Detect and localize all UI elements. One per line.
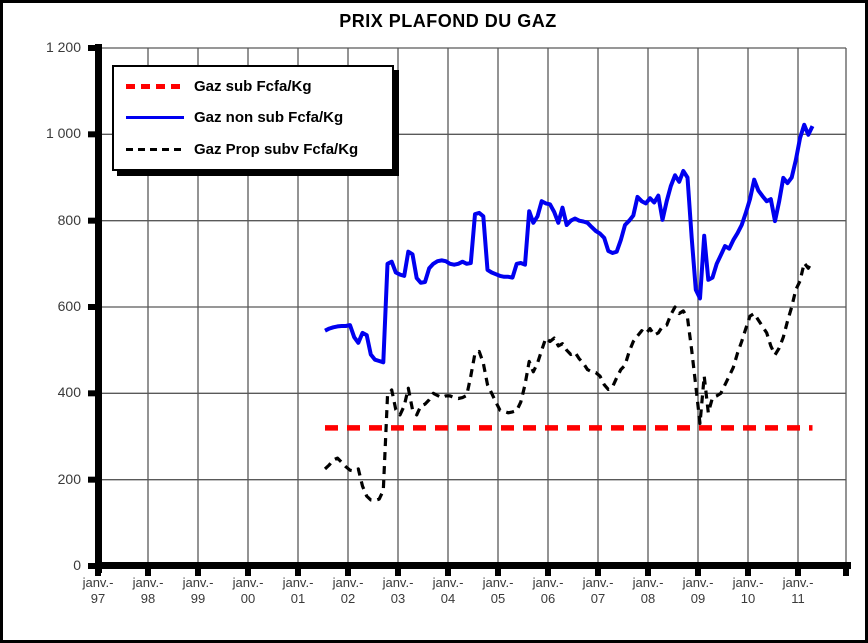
y-tick-label: 800 — [57, 211, 81, 228]
x-tick — [395, 569, 401, 576]
x-tick — [495, 569, 501, 576]
x-tick-label: janv.- 06 — [532, 575, 564, 606]
x-tick — [145, 569, 151, 576]
x-tick-label: janv.- 02 — [332, 575, 364, 606]
legend-item: Gaz sub Fcfa/Kg — [114, 78, 392, 95]
x-tick-label: janv.- 00 — [232, 575, 264, 606]
y-tick — [88, 304, 95, 310]
x-tick — [445, 569, 451, 576]
x-tick-label: janv.- 97 — [82, 575, 114, 606]
legend-item-label: Gaz sub Fcfa/Kg — [194, 78, 312, 96]
x-tick — [545, 569, 551, 576]
y-tick-label: 200 — [57, 470, 81, 487]
x-tick — [295, 569, 301, 576]
x-tick-label: janv.- 99 — [182, 575, 214, 606]
legend-line-sample — [126, 84, 184, 90]
x-axis — [95, 562, 851, 569]
chart-title: PRIX PLAFOND DU GAZ — [339, 11, 557, 31]
x-tick-label: janv.- 05 — [482, 575, 514, 606]
y-tick — [88, 476, 95, 483]
x-tick-label: janv.- 09 — [682, 575, 714, 606]
y-tick-label: 400 — [57, 384, 81, 401]
x-tick-label: janv.- 03 — [382, 575, 414, 606]
y-tick — [88, 217, 95, 224]
y-tick-label: 1 200 — [45, 39, 81, 55]
y-axis — [95, 44, 102, 573]
x-tick — [795, 569, 801, 576]
x-tick — [195, 569, 201, 576]
x-tick-label: janv.- 04 — [432, 575, 464, 606]
legend-line-sample — [126, 116, 184, 120]
legend-line-sample — [126, 147, 184, 151]
y-tick — [88, 45, 95, 51]
x-tick-label: janv.- 10 — [732, 575, 764, 606]
series-line-gaz-non-sub-fcfa-kg — [324, 122, 815, 365]
x-tick — [245, 569, 251, 576]
legend-item: Gaz non sub Fcfa/Kg — [114, 109, 392, 126]
x-tick-label: janv.- 08 — [632, 575, 664, 606]
legend-item: Gaz Prop subv Fcfa/Kg — [114, 141, 392, 158]
x-tick-label: janv.- 01 — [282, 575, 314, 606]
x-tick — [843, 569, 849, 576]
x-tick — [95, 569, 101, 576]
y-tick-label: 600 — [57, 298, 81, 314]
x-tick — [695, 569, 701, 576]
y-tick-label: 1 000 — [45, 125, 81, 142]
y-tick-label: 0 — [73, 557, 81, 573]
y-tick — [88, 563, 95, 569]
legend: Gaz sub Fcfa/Kg Gaz non sub Fcfa/Kg Gaz Pr… — [112, 65, 394, 171]
legend-item-label: Gaz non sub Fcfa/Kg — [194, 109, 344, 127]
x-tick-label: janv.- 07 — [582, 575, 614, 606]
x-tick — [745, 569, 751, 576]
series-line-gaz-prop-subv-fcfa-kg — [323, 260, 814, 502]
legend-item-label: Gaz Prop subv Fcfa/Kg — [194, 140, 359, 158]
x-tick — [595, 569, 601, 576]
x-tick-label: janv.- 98 — [132, 575, 164, 606]
x-tick — [645, 569, 651, 576]
x-tick — [345, 569, 351, 576]
x-tick-label: janv.- 11 — [782, 575, 814, 606]
y-tick — [88, 131, 95, 138]
y-tick — [88, 390, 95, 397]
